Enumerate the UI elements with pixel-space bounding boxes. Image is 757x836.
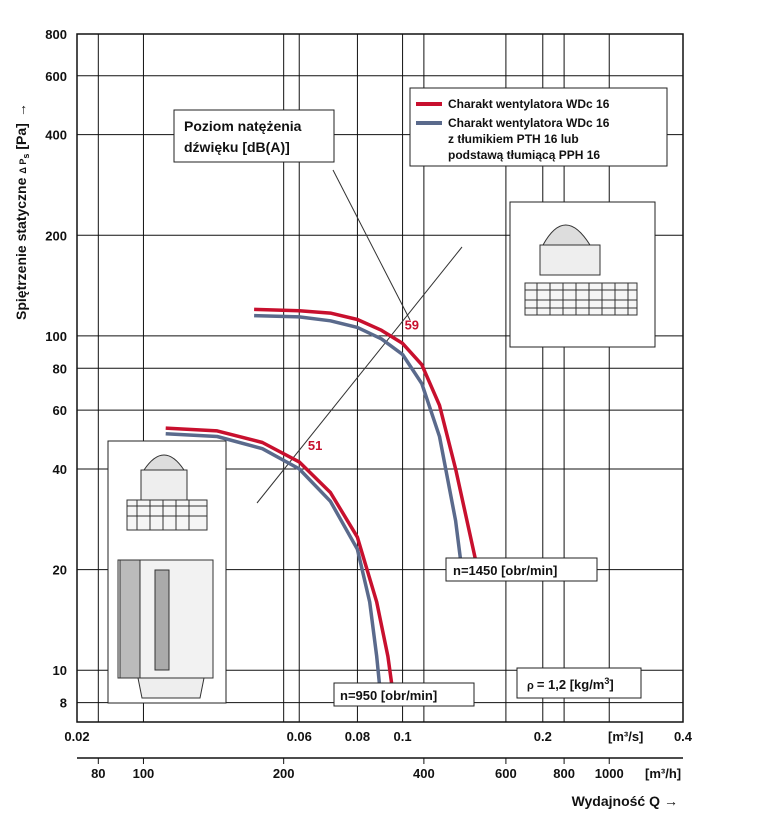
fan-image xyxy=(509,201,656,348)
x-tick-label-m3h: 800 xyxy=(553,766,575,781)
noise-level-value: 59 xyxy=(405,318,419,333)
legend-label-fan: Charakt wentylatora WDc 16 xyxy=(448,97,610,111)
x-tick-label-m3s: 0.08 xyxy=(345,729,370,744)
y-axis-label: Spiętrzenie statyczne xyxy=(13,177,29,320)
y-axis-symbol: Δ P xyxy=(18,159,28,174)
noise-level-label-line2: dźwięku [dB(A)] xyxy=(184,139,290,155)
svg-text:n=1450 [obr/min]: n=1450 [obr/min] xyxy=(453,563,557,578)
density-text: = 1,2 [kg/m xyxy=(537,677,605,692)
svg-text:[m³/h]: [m³/h] xyxy=(645,766,681,781)
series-line-2 xyxy=(165,426,397,703)
density-sup: 3 xyxy=(604,676,609,686)
x-axis-arrow: → xyxy=(664,793,678,809)
y-tick-label: 20 xyxy=(53,563,67,578)
density-symbol: ρ xyxy=(527,680,534,692)
svg-text:[m³/s]: [m³/s] xyxy=(608,729,643,744)
density-close: ] xyxy=(609,677,613,692)
y-tick-label: 400 xyxy=(45,128,67,143)
svg-text:Spiętrzenie statyczneΔ Ps[Pa]→: Spiętrzenie statyczne Δ Ps [Pa] → xyxy=(13,103,31,320)
curves: 51 59 xyxy=(165,307,480,703)
x-unit-top: [m³/s] xyxy=(608,729,643,744)
x-tick-label-m3s: 0.1 xyxy=(394,729,412,744)
x-tick-label-m3h: 600 xyxy=(495,766,517,781)
y-tick-label: 80 xyxy=(53,361,67,376)
tick-labels: 800 600 400 200 100 80 60 40 20 10 8 0.02 0.06 0.08 0.… xyxy=(45,27,693,781)
density-label: ρ = 1,2 [kg/m3] xyxy=(516,667,642,699)
y-tick-label: 600 xyxy=(45,69,67,84)
y-tick-label: 10 xyxy=(53,663,67,678)
noise-level-label-box: Poziom natężenia dźwięku [dB(A)] xyxy=(173,109,335,163)
noise-level-label-line1: Poziom natężenia xyxy=(184,118,302,134)
legend: Charakt wentylatora WDc 16 Charakt wenty… xyxy=(409,87,668,167)
y-tick-label: 800 xyxy=(45,27,67,42)
fan-with-silencer-image xyxy=(107,440,227,704)
svg-text:ρ= 1,2 [kg/m3]: ρ = 1,2 [kg/m3] xyxy=(527,676,614,692)
y-axis-subscript: s xyxy=(21,154,31,159)
series-line-0 xyxy=(254,307,480,570)
rpm-label-1450: n=1450 [obr/min] xyxy=(445,557,598,582)
y-axis-unit: [Pa] xyxy=(13,123,29,149)
rpm-label-950: n=950 [obr/min] xyxy=(333,682,475,707)
x-axis-label: Wydajność Q xyxy=(572,793,661,809)
legend-label-fan-silencer-line2: z tłumikiem PTH 16 lub xyxy=(448,132,579,146)
x-tick-label-m3s: 0.4 xyxy=(674,729,693,744)
y-tick-label: 100 xyxy=(45,329,67,344)
x-tick-label-m3h: 100 xyxy=(133,766,155,781)
legend-label-fan-silencer: Charakt wentylatora WDc 16 xyxy=(448,116,610,130)
x-tick-label-m3h: 400 xyxy=(413,766,435,781)
y-tick-label: 60 xyxy=(53,403,67,418)
noise-level-value: 51 xyxy=(308,438,322,453)
x-unit-bottom: [m³/h] xyxy=(645,766,681,781)
x-tick-label-m3h: 80 xyxy=(91,766,105,781)
legend-label-fan-silencer-line3: podstawą tłumiącą PPH 16 xyxy=(448,148,600,162)
svg-text:n=950 [obr/min]: n=950 [obr/min] xyxy=(340,688,437,703)
series-line-3 xyxy=(165,431,384,703)
x-tick-label-m3h: 1000 xyxy=(595,766,624,781)
x-tick-label-m3h: 200 xyxy=(273,766,295,781)
series-line-1 xyxy=(254,313,464,570)
x-tick-label-m3s: 0.06 xyxy=(287,729,312,744)
x-tick-label-m3s: 0.2 xyxy=(534,729,552,744)
y-tick-label: 40 xyxy=(53,462,67,477)
svg-text:Wydajność Q→: Wydajność Q → xyxy=(572,793,678,809)
x-tick-label-m3s: 0.02 xyxy=(64,729,89,744)
noise-level-leader-line xyxy=(332,169,411,321)
y-tick-label: 8 xyxy=(60,696,67,711)
y-tick-label: 200 xyxy=(45,228,67,243)
noise-level-line xyxy=(256,246,463,504)
y-axis-arrow: → xyxy=(13,103,29,117)
